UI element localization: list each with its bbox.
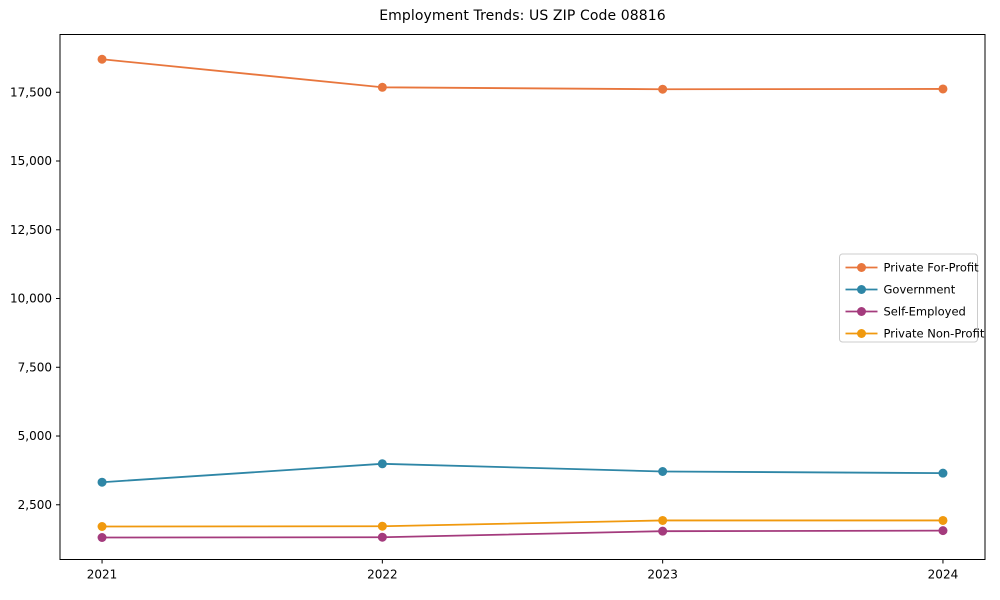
x-tick-label: 2023 <box>647 568 678 582</box>
data-point-marker-government <box>377 459 387 469</box>
data-point-marker-self-employed <box>377 532 387 542</box>
data-point-marker-private-for-profit <box>658 84 668 94</box>
legend-box <box>839 253 978 343</box>
x-tick-label: 2022 <box>367 568 398 582</box>
series-line-government <box>101 462 943 484</box>
legend-marker <box>857 307 866 316</box>
x-tick-label: 2024 <box>928 568 959 582</box>
legend-label: Self-Employed <box>884 305 966 319</box>
data-point-marker-government <box>938 468 948 478</box>
data-point-marker-private-non-profit <box>97 521 107 531</box>
legend-marker <box>857 285 866 294</box>
data-point-marker-self-employed <box>97 532 107 542</box>
data-point-marker-private-for-profit <box>377 82 387 92</box>
data-point-marker-private-for-profit <box>938 84 948 94</box>
y-tick-label: 15,000 <box>10 154 52 168</box>
series-line-private-for-profit <box>101 58 943 91</box>
data-point-marker-private-for-profit <box>97 54 107 64</box>
data-point-marker-self-employed <box>658 526 668 536</box>
y-tick-label: 2,500 <box>18 498 52 512</box>
y-tick-label: 7,500 <box>18 360 52 374</box>
x-tick-label: 2021 <box>87 568 118 582</box>
legend-label: Private Non-Profit <box>884 327 985 341</box>
data-point-marker-self-employed <box>938 526 948 536</box>
legend-label: Government <box>884 283 956 297</box>
data-point-marker-private-non-profit <box>938 515 948 525</box>
y-tick-label: 5,000 <box>18 429 52 443</box>
series-line-private-non-profit <box>102 519 943 528</box>
data-point-marker-private-non-profit <box>377 521 387 531</box>
data-point-marker-government <box>97 477 107 487</box>
series-line-self-employed <box>102 529 943 539</box>
data-point-marker-private-non-profit <box>658 515 668 525</box>
legend-marker <box>857 263 866 272</box>
y-tick-label: 12,500 <box>10 223 52 237</box>
plot-frame <box>59 34 986 560</box>
chart-title: Employment Trends: US ZIP Code 08816 <box>379 8 666 24</box>
y-tick-label: 10,000 <box>10 292 52 306</box>
legend-label: Private For-Profit <box>884 261 980 275</box>
legend-marker <box>857 329 866 338</box>
data-point-marker-government <box>658 466 668 476</box>
y-tick-label: 17,500 <box>10 85 52 99</box>
